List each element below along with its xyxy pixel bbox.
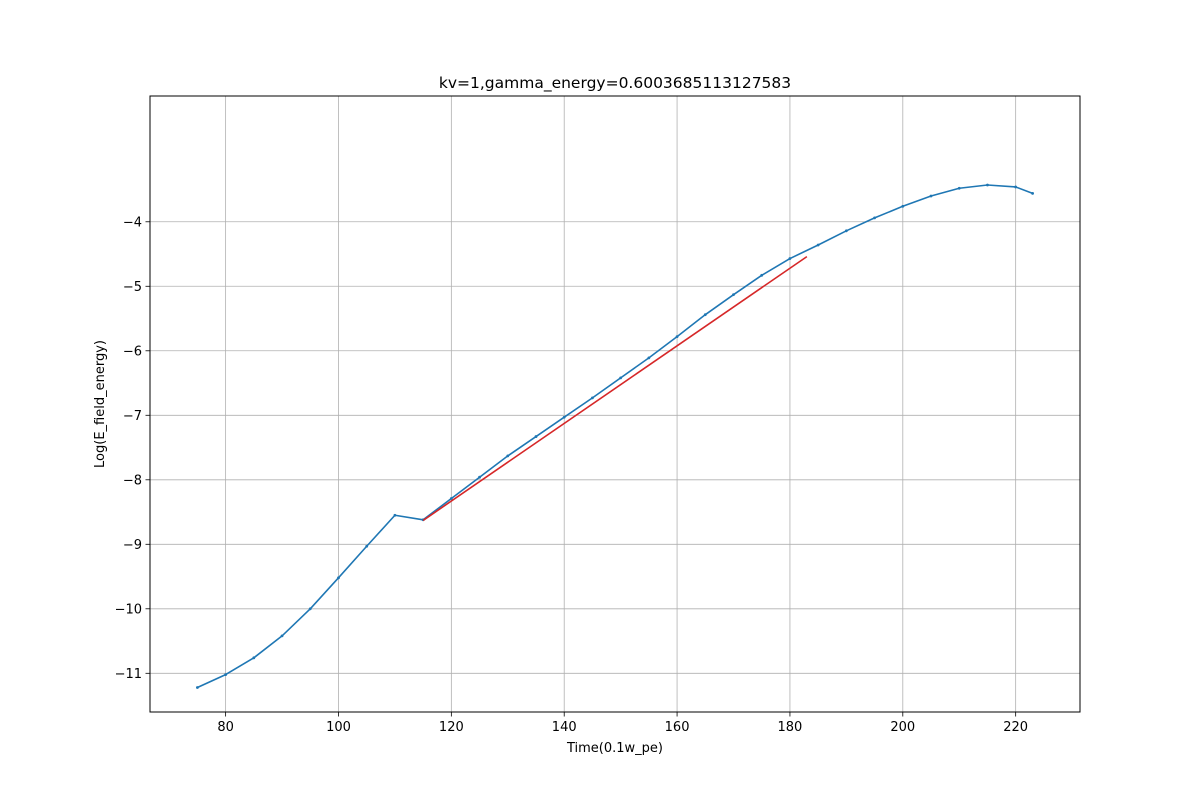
data-point [196,686,199,689]
y-tick-label: −4 [123,215,142,230]
data-point [562,415,566,419]
x-axis: 80 100 120 140 160 180 200 220 [217,712,1028,735]
series-layer [196,183,1034,689]
data-point [478,475,481,479]
x-tick-label: 200 [890,720,915,735]
data-point [449,497,453,500]
y-axis-title: Log(E_field_energy) [93,340,108,468]
data-point [901,204,905,208]
plot-frame [149,95,1081,713]
y-tick-label: −10 [115,602,142,617]
data-point [1014,185,1018,189]
data-point [647,356,651,360]
y-tick-label: −9 [123,538,142,553]
y-tick-label: −8 [123,473,142,488]
data-point [844,229,848,233]
data-point [506,454,510,458]
x-tick-label: 120 [439,720,464,735]
x-tick-label: 100 [326,720,351,735]
x-tick-label: 140 [552,720,577,735]
data-point [732,293,735,297]
data-point [816,243,820,247]
x-tick-label: 160 [665,720,690,735]
data-point [365,544,369,548]
data-point [1031,191,1034,195]
y-tick-label: −5 [123,280,142,295]
data-point [760,273,764,277]
data-point [252,656,256,660]
x-tick-label: 80 [217,720,234,735]
data-point [788,257,792,260]
data-point [393,513,397,517]
data-point [929,194,933,198]
series-line-2 [422,255,808,522]
data-point [619,376,623,380]
data-point [873,216,876,220]
y-tick-label: −6 [123,344,142,359]
y-axis: −4 −5 −6 −7 −8 −9 −10 −11 [115,215,150,682]
chart-title: kv=1,gamma_energy=0.6003685113127583 [439,74,791,93]
y-tick-label: −11 [115,667,142,682]
data-point [591,396,594,400]
data-point [534,435,538,438]
data-point [280,634,284,638]
x-tick-label: 180 [778,720,803,735]
data-point [703,313,707,317]
data-point [957,186,961,190]
x-axis-title: Time(0.1w_pe) [566,741,663,756]
data-point [308,607,312,611]
data-point [986,183,989,187]
y-tick-label: −7 [123,409,142,424]
data-point [675,335,679,338]
data-point [224,673,228,676]
data-point [337,576,340,580]
x-tick-label: 220 [1003,720,1028,735]
grid [150,96,1080,712]
